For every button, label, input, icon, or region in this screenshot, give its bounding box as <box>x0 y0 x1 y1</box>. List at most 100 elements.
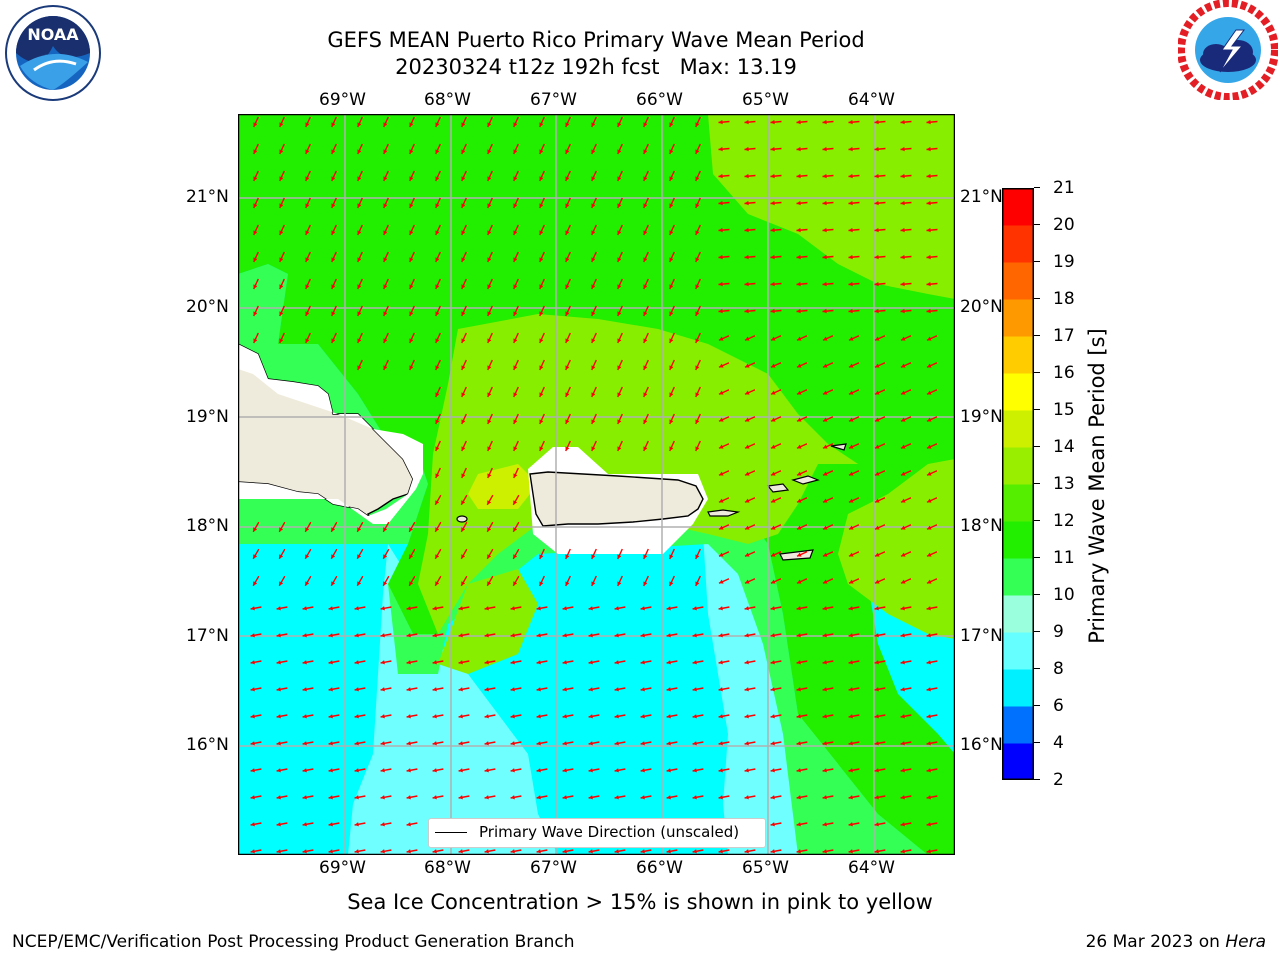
wave-arrow-head <box>900 714 905 719</box>
wave-arrow-head <box>305 203 310 208</box>
wave-arrow-head <box>692 687 697 692</box>
wave-arrow-head <box>513 176 518 181</box>
wave-arrow-head <box>643 311 648 316</box>
wave-arrow-head <box>435 527 440 532</box>
wave-arrow-head <box>900 687 905 692</box>
wave-arrow-head <box>250 768 255 773</box>
wave-arrow-head <box>539 149 544 154</box>
wave-arrow-head <box>797 336 802 341</box>
wave-arrow-head <box>461 122 466 127</box>
wave-arrow-head <box>458 741 463 746</box>
wave-arrow-head <box>718 606 723 611</box>
wave-arrow-head <box>302 849 307 854</box>
wave-arrow-head <box>565 176 570 181</box>
wave-arrow-head <box>461 392 466 397</box>
wave-arrow-head <box>591 419 596 424</box>
wave-arrow-head <box>357 284 362 289</box>
wave-arrow-head <box>796 822 801 827</box>
wave-arrow-head <box>435 311 440 316</box>
wave-arrow-head <box>513 338 518 343</box>
wave-arrow-head <box>432 633 437 638</box>
wave-arrow-head <box>692 849 697 854</box>
wave-arrow-head <box>487 419 492 424</box>
wave-arrow-head <box>874 227 879 233</box>
wave-arrow-head <box>900 227 905 233</box>
wave-arrow-head <box>614 795 619 800</box>
wave-arrow-head <box>797 579 802 584</box>
wave-arrow-head <box>510 660 515 665</box>
colorbar-tick-label: 15 <box>1053 400 1075 420</box>
wave-arrow-head <box>279 149 284 154</box>
wave-arrow-head <box>692 606 697 611</box>
wave-arrow-head <box>539 392 544 397</box>
wave-arrow-head <box>305 122 310 127</box>
map-legend: Primary Wave Direction (unscaled) <box>428 818 766 848</box>
wave-arrow-head <box>250 741 255 746</box>
wave-arrow-head <box>383 581 388 586</box>
wave-arrow-head <box>926 200 931 206</box>
wave-arrow-head <box>588 795 593 800</box>
wave-arrow-head <box>383 257 388 262</box>
wave-arrow-head <box>328 741 333 746</box>
wave-arrow-head <box>487 473 492 478</box>
land-vieques <box>707 509 741 517</box>
wave-arrow-head <box>901 336 906 341</box>
wave-arrow-head <box>380 768 385 773</box>
wave-arrow-head <box>901 471 906 476</box>
lon-label-top-67w: 67°W <box>530 90 577 110</box>
wave-arrow-head <box>536 660 541 665</box>
wave-arrow-head <box>614 606 619 611</box>
wave-arrow-head <box>874 308 879 314</box>
wave-arrow-head <box>328 795 333 800</box>
wave-arrow-head <box>380 822 385 827</box>
wave-arrow-head <box>357 554 362 559</box>
lon-label-bottom-68w: 68°W <box>424 858 471 878</box>
wave-arrow-head <box>666 687 671 692</box>
grid-lines <box>238 114 955 855</box>
wave-arrow-head <box>617 338 622 343</box>
wave-arrow-head <box>279 554 284 559</box>
wave-arrow-head <box>487 527 492 532</box>
legend-label: Primary Wave Direction (unscaled) <box>479 823 740 841</box>
wave-arrow-head <box>901 552 906 557</box>
wave-arrow-head <box>406 849 411 854</box>
wave-arrow-head <box>461 365 466 370</box>
lat-label-right-18n: 18°N <box>960 516 1003 536</box>
wave-arrow-head <box>848 768 853 773</box>
period-band-12-south <box>438 569 538 674</box>
wave-arrow-head <box>328 633 333 638</box>
wave-arrow-head <box>357 176 362 181</box>
wave-arrow-head <box>484 606 489 611</box>
wave-arrow-head <box>435 149 440 154</box>
wave-arrow-head <box>539 365 544 370</box>
colorbar-segment <box>1002 743 1034 780</box>
wave-arrow-head <box>461 500 466 505</box>
colorbar-tick-mark <box>1034 779 1040 781</box>
lon-label-bottom-64w: 64°W <box>848 858 895 878</box>
lat-label-right-19n: 19°N <box>960 407 1003 427</box>
wave-arrow-head <box>926 633 931 638</box>
wave-arrow-head <box>536 687 541 692</box>
wave-arrow-head <box>409 581 414 586</box>
wave-arrow-head <box>719 525 724 530</box>
wave-arrow-head <box>848 849 853 854</box>
wave-arrow-head <box>666 660 671 665</box>
wave-arrow-head <box>745 363 750 368</box>
wave-arrow-head <box>771 444 776 449</box>
wave-arrow-head <box>849 390 854 395</box>
wave-arrow-head <box>900 768 905 773</box>
wave-arrow-head <box>875 390 880 395</box>
wave-arrow-head <box>458 849 463 854</box>
wave-arrow-head <box>719 363 724 368</box>
wave-arrow-head <box>874 795 879 800</box>
wave-arrow-head <box>302 768 307 773</box>
wave-arrow-head <box>536 741 541 746</box>
wave-arrow-head <box>614 849 619 854</box>
wave-arrow-head <box>822 714 827 719</box>
wave-arrow-head <box>848 714 853 719</box>
wave-arrow-head <box>510 606 515 611</box>
colorbar-tick-label: 12 <box>1053 511 1075 531</box>
wave-arrow-head <box>331 581 336 586</box>
wave-arrow-head <box>435 338 440 343</box>
colorbar-tick-mark <box>1034 483 1040 485</box>
